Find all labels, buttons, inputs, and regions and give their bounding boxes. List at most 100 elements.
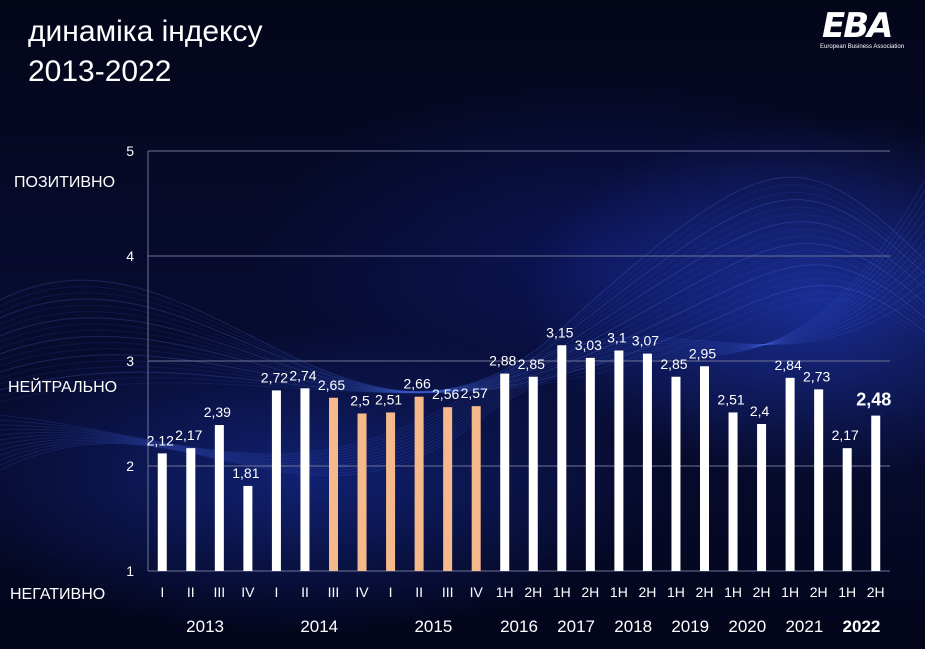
bar-value-label: 2,73 [803, 368, 830, 384]
background-wave-line [0, 228, 925, 393]
chart-title: динаміка індексу 2013-2022 [28, 12, 263, 92]
background-wave-line [0, 279, 925, 456]
background-wave-line [0, 239, 925, 463]
background-wave-line [0, 243, 925, 393]
background-wave-line [0, 229, 925, 465]
y-tick-label: 4 [126, 248, 134, 264]
x-tick-label: II [301, 584, 309, 600]
zone-label-positive: ПОЗИТИВНО [14, 174, 115, 191]
bar-value-label: 2,5 [350, 393, 370, 409]
bar-value-label: 2,65 [318, 377, 345, 393]
bar-value-label: 2,39 [204, 404, 231, 420]
background-wave-line [0, 213, 925, 393]
x-tick-label: IV [470, 584, 484, 600]
year-group-label: 2013 [186, 617, 224, 636]
x-tick-label: III [442, 584, 454, 600]
bar-value-label: 2,17 [832, 427, 859, 443]
background-wave-line [0, 176, 925, 393]
background-wave-line [0, 199, 925, 393]
background-wave-line [0, 235, 925, 393]
background-wave-line [0, 184, 925, 393]
x-tick-label: 2H [524, 584, 542, 600]
year-group-label: 2018 [614, 617, 652, 636]
x-tick-label: II [187, 584, 195, 600]
bar-value-label: 2,12 [147, 432, 174, 448]
logo-subtitle: European Business Association [820, 44, 905, 50]
bar [500, 373, 510, 571]
bar [300, 388, 310, 571]
x-tick-label: II [415, 584, 423, 600]
year-group-label: 2019 [671, 617, 709, 636]
bar [785, 377, 795, 571]
background-wave-line [0, 206, 925, 393]
bar [757, 424, 767, 571]
x-tick-label: 2H [753, 584, 771, 600]
y-tick-label: 5 [126, 143, 134, 159]
x-tick-label: 1H [838, 584, 856, 600]
x-tick-label: III [328, 584, 340, 600]
bar-value-label: 2,66 [403, 376, 430, 392]
bar-value-label: 2,74 [289, 367, 316, 383]
bar [471, 406, 481, 571]
background-wave-line [0, 250, 925, 393]
bar [271, 390, 281, 571]
bar-value-label: 2,84 [774, 357, 801, 373]
x-tick-label: 2H [867, 584, 885, 600]
bar [557, 345, 567, 571]
bar-value-label: 3,1 [607, 330, 627, 346]
x-tick-label: 1H [667, 584, 685, 600]
y-tick-label: 2 [126, 458, 134, 474]
year-group-label: 2020 [728, 617, 766, 636]
chart-x-axis: I II III IV I II III IV I II III IV 1H 2H 1H 2H 1H 2H 1H 2H… [160, 584, 884, 636]
background-wave-line [0, 249, 925, 461]
bar [814, 389, 824, 571]
bar [329, 397, 338, 571]
bar [443, 407, 453, 571]
bar [386, 412, 396, 571]
x-tick-label: 2H [638, 584, 656, 600]
bar [585, 357, 595, 571]
year-group-label: 2014 [300, 617, 338, 636]
background-wave-line [0, 264, 925, 394]
x-tick-label: 1H [724, 584, 742, 600]
background-wave-line [0, 298, 925, 403]
bar-value-label: 2,4 [750, 403, 770, 419]
x-tick-label: 1H [553, 584, 571, 600]
bar-value-label: 2,72 [261, 369, 288, 385]
x-tick-label: 2H [810, 584, 828, 600]
background-wave-line [0, 291, 925, 397]
year-group-label: 2017 [557, 617, 595, 636]
background-wave-line [0, 271, 925, 394]
bar-value-label: 2,85 [518, 356, 545, 372]
x-tick-label: III [214, 584, 226, 600]
bar [728, 412, 738, 571]
bar-value-label: 2,17 [175, 427, 202, 443]
x-tick-label: 2H [696, 584, 714, 600]
x-tick-label: 2H [581, 584, 599, 600]
x-tick-label: I [160, 584, 164, 600]
background-wave-line [0, 259, 925, 460]
x-tick-label: I [274, 584, 278, 600]
year-group-label: 2022 [843, 617, 881, 636]
bar [214, 425, 224, 571]
bar [642, 353, 652, 571]
x-tick-label: IV [355, 584, 369, 600]
bar-value-label: 2,48 [856, 390, 891, 410]
bar [157, 453, 167, 571]
x-tick-label: 1H [781, 584, 799, 600]
background-wave-line [0, 285, 925, 394]
title-line-2: 2013-2022 [28, 55, 172, 88]
bar-value-label: 2,95 [689, 345, 716, 361]
x-tick-label: 1H [610, 584, 628, 600]
year-group-label: 2016 [500, 617, 538, 636]
bar [357, 413, 367, 571]
x-tick-label: IV [241, 584, 255, 600]
bar [671, 376, 681, 571]
bar-value-label: 3,15 [546, 324, 573, 340]
bar [614, 350, 624, 571]
title-line-1: динаміка індексу [28, 15, 263, 48]
bar-value-label: 2,51 [717, 391, 744, 407]
bar [243, 485, 253, 571]
y-tick-label: 3 [126, 353, 134, 369]
